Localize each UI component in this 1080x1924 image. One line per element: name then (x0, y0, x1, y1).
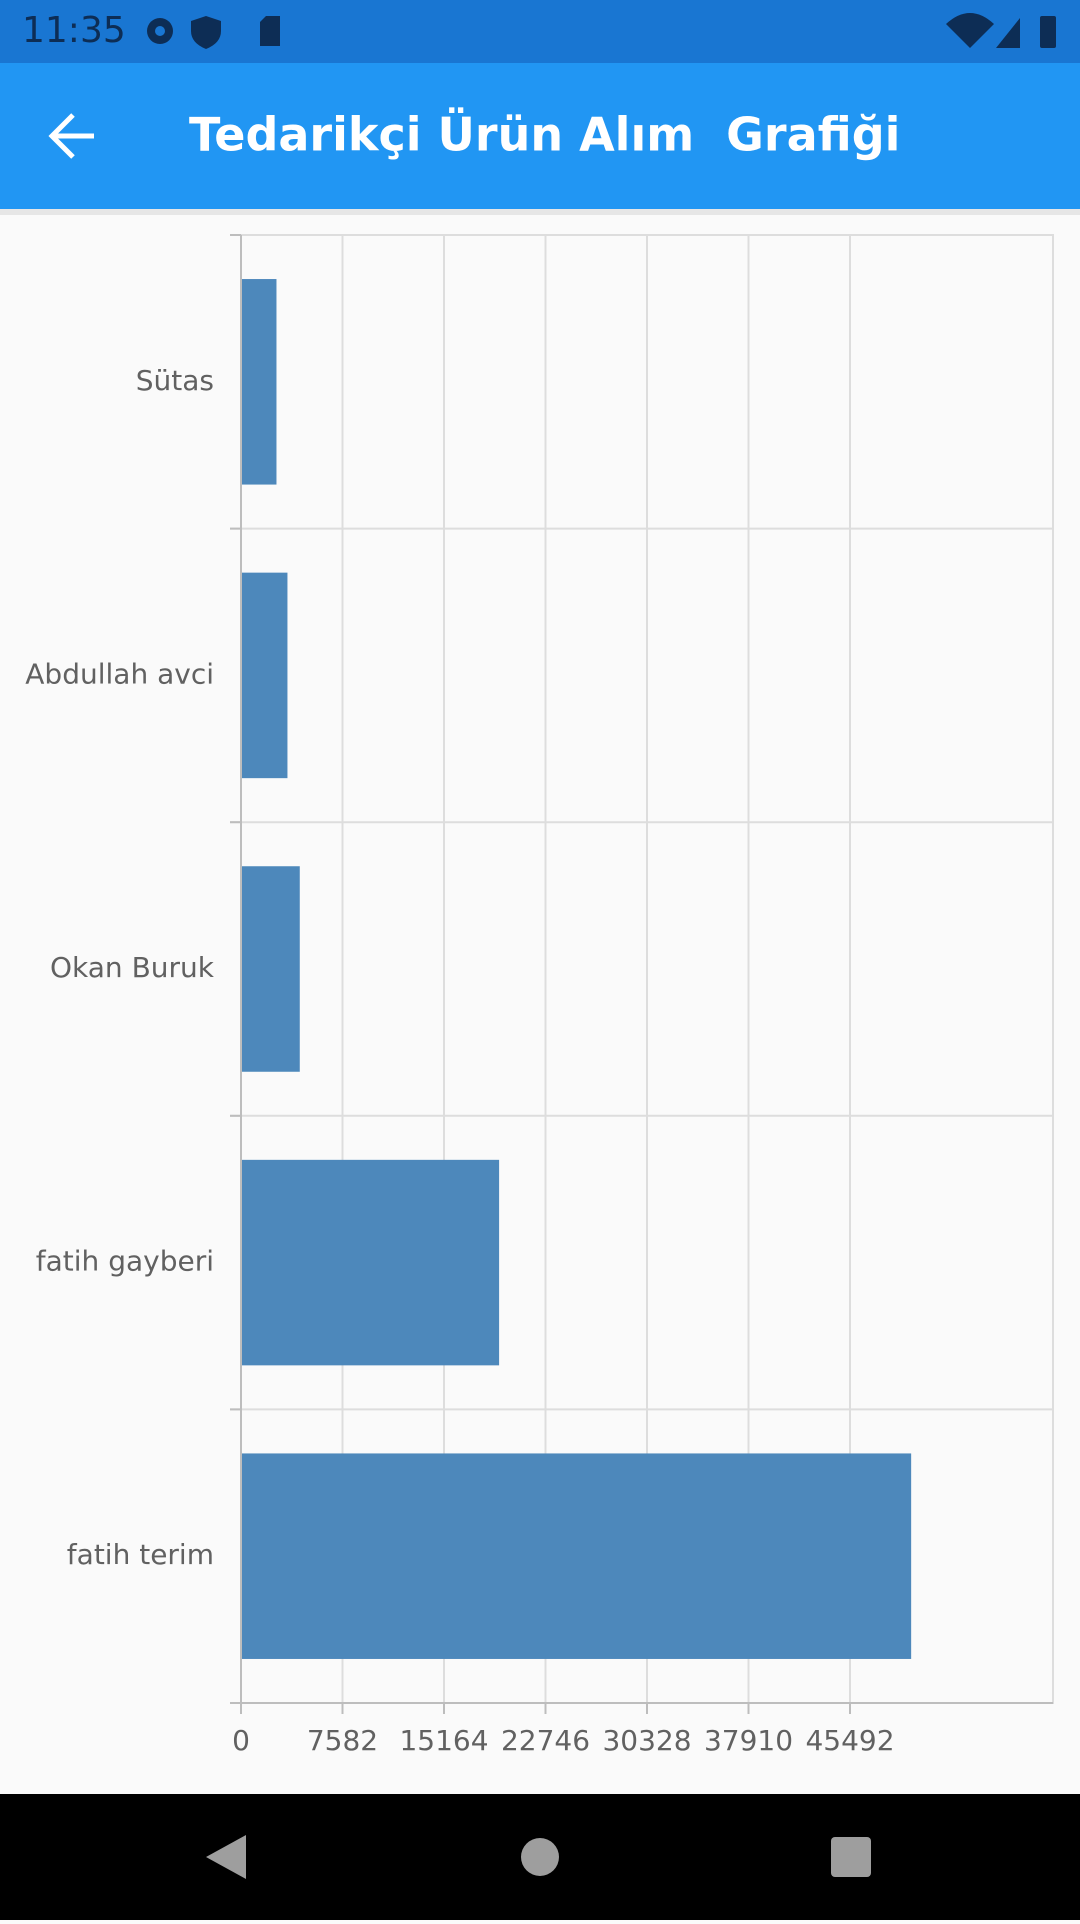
nav-back[interactable] (206, 1835, 246, 1879)
x-tick-label: 7582 (307, 1724, 378, 1757)
nav-home[interactable] (521, 1838, 559, 1876)
x-tick-label: 30328 (602, 1724, 691, 1757)
y-tick-label: fatih terim (67, 1538, 214, 1571)
y-tick-label: Abdullah avci (25, 657, 214, 690)
back-button[interactable] (48, 113, 94, 159)
app-bar (0, 63, 1080, 209)
status-time: 11:35 (22, 10, 126, 51)
bar (241, 572, 288, 779)
bar (241, 1159, 500, 1366)
x-tick-label: 45492 (805, 1724, 894, 1757)
chart: 0 7582 15164 22746 30328 37910 45492 Sütas Abdul… (25, 234, 1054, 1757)
bar (241, 866, 300, 1072)
app-bar-shadow (0, 209, 1080, 215)
x-tick-label: 0 (232, 1724, 250, 1757)
bar (241, 279, 277, 485)
x-tick-label: 15164 (399, 1724, 488, 1757)
bar (241, 1453, 912, 1659)
y-tick-label: fatih gayberi (36, 1245, 214, 1278)
y-tick-label: Okan Buruk (50, 951, 215, 984)
app-title: Tedarikçi Ürün Alım Grafiği (189, 108, 900, 162)
nav-recents[interactable] (831, 1837, 871, 1877)
x-tick-label: 22746 (501, 1724, 590, 1757)
status-icons (147, 13, 1056, 49)
y-tick-label: Sütas (136, 364, 214, 397)
x-tick-label: 37910 (704, 1724, 793, 1757)
status-bar (0, 0, 1080, 63)
